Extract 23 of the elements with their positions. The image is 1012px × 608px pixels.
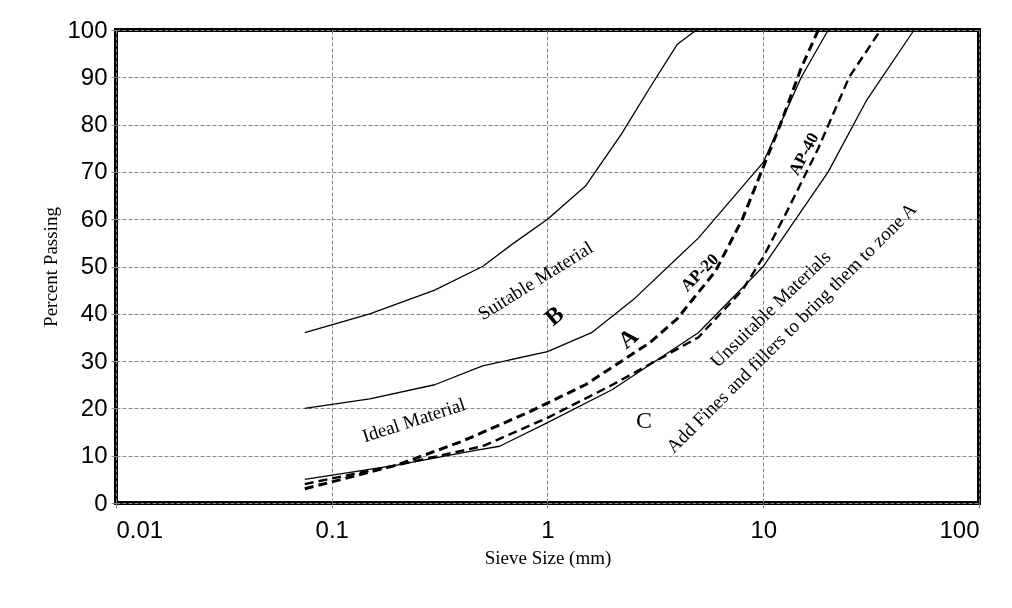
y-tick-label: 90 xyxy=(80,62,108,90)
y-tick-label: 50 xyxy=(80,252,108,279)
text: AP-40 xyxy=(784,129,823,179)
y-tick-label: 30 xyxy=(80,346,108,374)
annotation: C xyxy=(635,407,652,434)
x-tick-label: 100 xyxy=(939,515,980,543)
x-tick-label: 1 xyxy=(541,515,555,543)
x-tick-label: 0.1 xyxy=(315,515,349,543)
y-tick-label: 70 xyxy=(80,157,108,185)
y-tick-label: 80 xyxy=(80,110,108,138)
x-axis-title: Sieve Size (mm) xyxy=(484,546,612,569)
y-tick-label: 100 xyxy=(67,15,108,43)
y-axis-title: Percent Passing xyxy=(40,206,62,327)
y-tick-label: 10 xyxy=(80,441,108,469)
annotation: B xyxy=(539,300,569,331)
y-tick-label: 40 xyxy=(80,299,108,327)
y-tick-label: 60 xyxy=(80,204,108,232)
x-tick-label: 0.01 xyxy=(116,515,164,543)
y-tick-label: 0 xyxy=(94,488,108,516)
x-tick-label: 10 xyxy=(750,515,778,543)
annotation: Ideal Material xyxy=(359,393,468,447)
annotation: A xyxy=(612,322,644,354)
y-tick-label: 20 xyxy=(80,393,108,421)
